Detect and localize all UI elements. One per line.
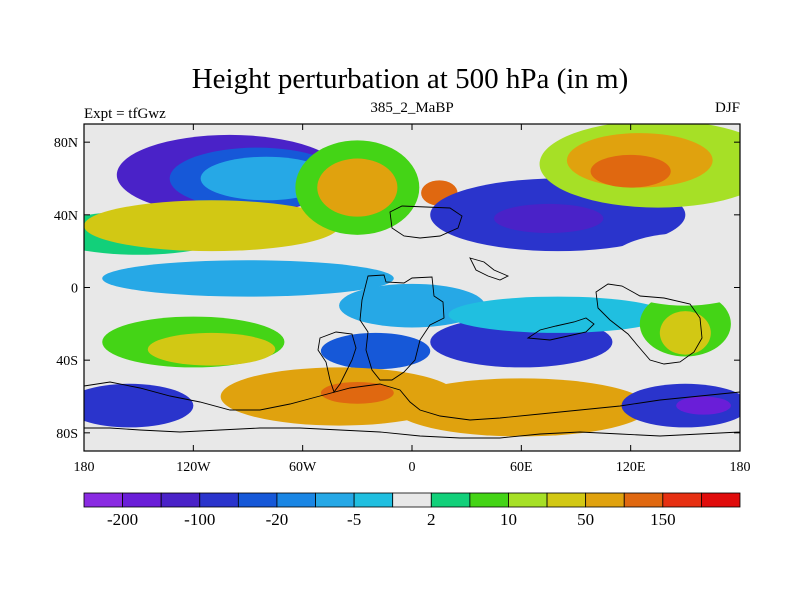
x-tick-label: 120E — [616, 460, 646, 475]
colorbar-label: 2 — [427, 510, 436, 529]
coastline-asia-north — [389, 205, 463, 239]
chart-subtitle-right: DJF — [715, 100, 740, 116]
contour-fill-regions — [84, 124, 740, 437]
coastline-australia — [595, 283, 703, 365]
x-tick-label: 0 — [409, 460, 416, 475]
colorbar-box-13 — [585, 492, 625, 508]
colorbar-box-11 — [508, 492, 548, 508]
contour-region-9 — [494, 203, 604, 233]
coastline-arabia — [469, 257, 510, 281]
contour-region-28 — [603, 233, 740, 306]
chart-subtitle-left: Expt = tfGwz — [84, 106, 166, 122]
x-tick-label: 180 — [730, 460, 751, 475]
contour-region-25 — [84, 383, 194, 428]
colorbar-label: -200 — [107, 510, 138, 529]
coastline-indian-ocean-rim — [526, 317, 595, 341]
plot-area — [84, 124, 740, 451]
contour-region-17 — [320, 332, 431, 370]
colorbar-box-14 — [623, 492, 664, 508]
colorbar-box-10 — [469, 492, 509, 508]
colorbar-box-1 — [122, 492, 162, 508]
contour-region-24 — [393, 378, 649, 437]
colorbar-box-0 — [83, 492, 123, 508]
colorbar-box-16 — [701, 492, 741, 508]
y-tick-label: 80S — [56, 427, 78, 442]
coastline-south-america — [317, 331, 357, 393]
coastline-antarctica — [84, 381, 740, 439]
contour-region-21 — [659, 311, 711, 355]
contour-region-14 — [339, 283, 485, 328]
colorbar-box-6 — [315, 492, 355, 508]
contour-region-6 — [317, 158, 398, 217]
colorbar-box-8 — [392, 492, 432, 508]
y-tick-label: 80N — [54, 136, 78, 151]
colorbar-box-2 — [160, 492, 201, 508]
contour-region-12 — [590, 154, 671, 188]
colorbar-box-4 — [237, 492, 278, 508]
y-tick-label: 40S — [56, 354, 78, 369]
colorbar-box-9 — [430, 492, 471, 508]
contour-region-13 — [102, 260, 394, 297]
colorbar-labels: -200 -100 -20 -5 2 10 50 150 — [107, 510, 676, 529]
coastline-outlines — [84, 205, 740, 439]
contour-region-23 — [320, 381, 394, 404]
colorbar-label: -100 — [184, 510, 215, 529]
colorbar-label: 10 — [500, 510, 517, 529]
colorbar-box-7 — [353, 492, 394, 508]
x-tick-label: 120W — [176, 460, 211, 475]
x-axis: 180 120W 60W 0 60E 120E 180 — [74, 124, 751, 475]
contour-region-19 — [448, 296, 668, 333]
colorbar-box-5 — [276, 492, 316, 508]
x-tick-label: 60E — [510, 460, 533, 475]
colorbar-label: -5 — [347, 510, 361, 529]
y-tick-label: 0 — [71, 282, 78, 297]
chart-subtitle-center: 385_2_MaBP — [370, 100, 453, 116]
x-tick-label: 60W — [289, 460, 317, 475]
contour-region-16 — [147, 332, 276, 366]
contour-region-4 — [84, 200, 340, 252]
colorbar-label: 150 — [650, 510, 676, 529]
coastline-africa — [359, 274, 445, 381]
x-tick-label: 180 — [74, 460, 95, 475]
colorbar-label: 50 — [577, 510, 594, 529]
colorbar-label: -20 — [266, 510, 289, 529]
colorbar-box-15 — [662, 492, 702, 508]
colorbar-box-12 — [546, 492, 587, 508]
y-tick-label: 40N — [54, 209, 78, 224]
colorbar-box-3 — [199, 492, 239, 508]
chart-title: Height perturbation at 500 hPa (in m) — [192, 63, 629, 95]
colorbar — [83, 492, 741, 508]
contour-region-27 — [676, 396, 731, 415]
y-axis: 80N 40N 0 40S 80S — [54, 136, 740, 442]
